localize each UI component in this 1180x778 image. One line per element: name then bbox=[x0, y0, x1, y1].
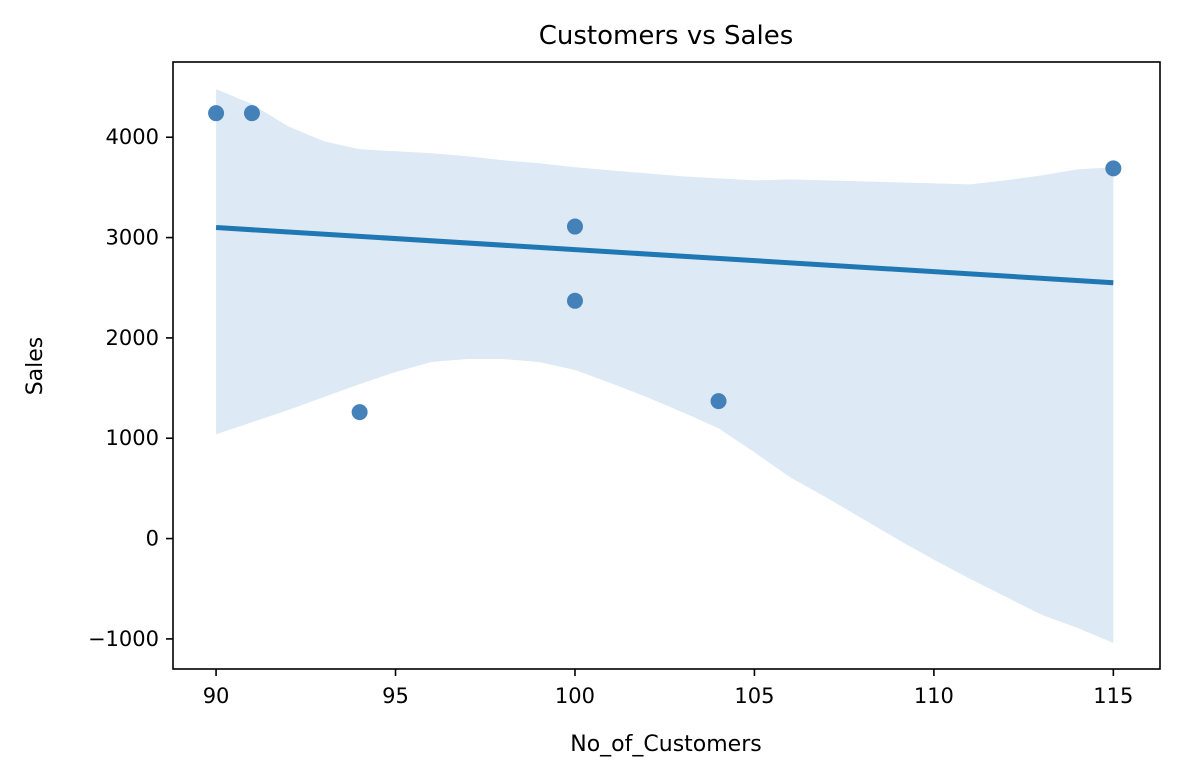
data-point-1 bbox=[243, 105, 260, 122]
y-axis: −1000 0 1000 2000 3000 4000 bbox=[88, 125, 173, 651]
y-tick-label: 4000 bbox=[106, 125, 159, 149]
data-point-0 bbox=[208, 105, 225, 122]
regression-line-layer bbox=[215, 225, 1114, 286]
y-tick-label: 0 bbox=[146, 527, 159, 551]
confidence-band bbox=[216, 89, 1114, 643]
data-points-layer bbox=[208, 105, 1122, 421]
data-point-4 bbox=[566, 292, 583, 309]
x-axis-label: No_of_Customers bbox=[570, 732, 761, 757]
x-tick-label: 115 bbox=[1093, 684, 1133, 708]
y-tick-label: 3000 bbox=[106, 226, 159, 250]
plot-frame bbox=[172, 61, 1161, 670]
x-tick-label: 95 bbox=[382, 684, 409, 708]
x-axis: 90 95 100 105 110 115 bbox=[203, 669, 1133, 708]
data-point-5 bbox=[710, 393, 727, 410]
regression-line bbox=[215, 225, 1114, 286]
y-tick-label: 1000 bbox=[106, 426, 159, 450]
x-tick-label: 110 bbox=[914, 684, 954, 708]
x-tick-label: 90 bbox=[203, 684, 230, 708]
data-point-2 bbox=[351, 404, 368, 421]
x-tick-label: 105 bbox=[734, 684, 774, 708]
data-point-6 bbox=[1105, 160, 1122, 177]
y-tick-label: −1000 bbox=[88, 627, 159, 651]
chart-title: Customers vs Sales bbox=[539, 21, 794, 51]
x-tick-label: 100 bbox=[555, 684, 595, 708]
y-axis-label: Sales bbox=[23, 337, 48, 396]
confidence-band-layer bbox=[216, 89, 1114, 643]
y-tick-label: 2000 bbox=[106, 326, 159, 350]
data-point-3 bbox=[566, 218, 583, 235]
